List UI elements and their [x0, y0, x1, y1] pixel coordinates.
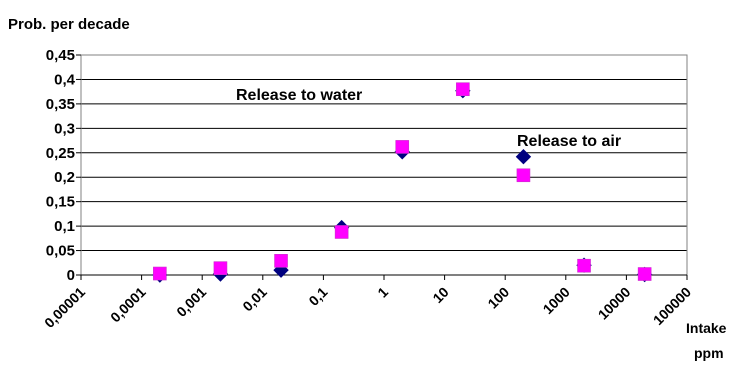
y-tick-label: 0,2 — [54, 169, 75, 186]
series-release-to-water — [153, 82, 652, 281]
x-tick-label: 10 — [429, 284, 451, 306]
square-point — [637, 267, 652, 281]
square-point — [334, 225, 349, 239]
x-tick-label: 1000 — [540, 284, 573, 317]
x-tick-label: 10000 — [595, 284, 634, 323]
x-tick-label: 0,0001 — [107, 284, 149, 326]
y-tick-label: 0 — [67, 267, 75, 284]
square-point — [395, 140, 410, 154]
x-tick-label: 0,00001 — [41, 284, 88, 331]
annotation-release-to-air: Release to air — [517, 133, 621, 150]
square-point — [213, 261, 228, 275]
square-point — [516, 168, 531, 183]
y-tick-label: 0,4 — [54, 71, 76, 88]
x-tick-label: 0,1 — [305, 284, 330, 309]
x-tick-label: 0,001 — [173, 284, 209, 320]
square-point — [153, 266, 167, 281]
y-tick-label: 0,45 — [46, 47, 75, 64]
gridlines — [81, 54, 687, 252]
diamond-point — [515, 148, 532, 165]
x-tick-label: 100 — [484, 284, 512, 312]
y-tick-label: 0,05 — [46, 243, 75, 260]
plot-area-frame — [80, 54, 688, 276]
y-tick-label: 0,3 — [54, 120, 75, 137]
y-axis: 0 0,05 0,1 0,15 0,2 0,25 0,3 0,35 0,4 0,45 — [46, 47, 81, 284]
square-point — [274, 254, 288, 268]
y-tick-label: 0,35 — [46, 96, 75, 113]
x-tick-label: 1 — [374, 284, 391, 301]
x-axis-title-line2: ppm — [694, 345, 724, 361]
y-tick-label: 0,25 — [46, 145, 75, 162]
x-axis-title-line1: Intake — [686, 320, 727, 336]
x-axis: 0,00001 0,0001 0,001 0,01 0,1 1 10 100 1000 10000… — [41, 274, 694, 331]
series-release-to-air — [152, 82, 653, 283]
x-tick-label: 0,01 — [239, 284, 270, 315]
y-axis-title: Prob. per decade — [8, 16, 130, 33]
square-point — [577, 258, 591, 273]
y-tick-label: 0,15 — [46, 194, 75, 211]
square-point — [456, 82, 470, 97]
y-tick-label: 0,1 — [54, 218, 75, 235]
data-points — [152, 82, 653, 283]
annotation-release-to-water: Release to water — [236, 87, 362, 104]
